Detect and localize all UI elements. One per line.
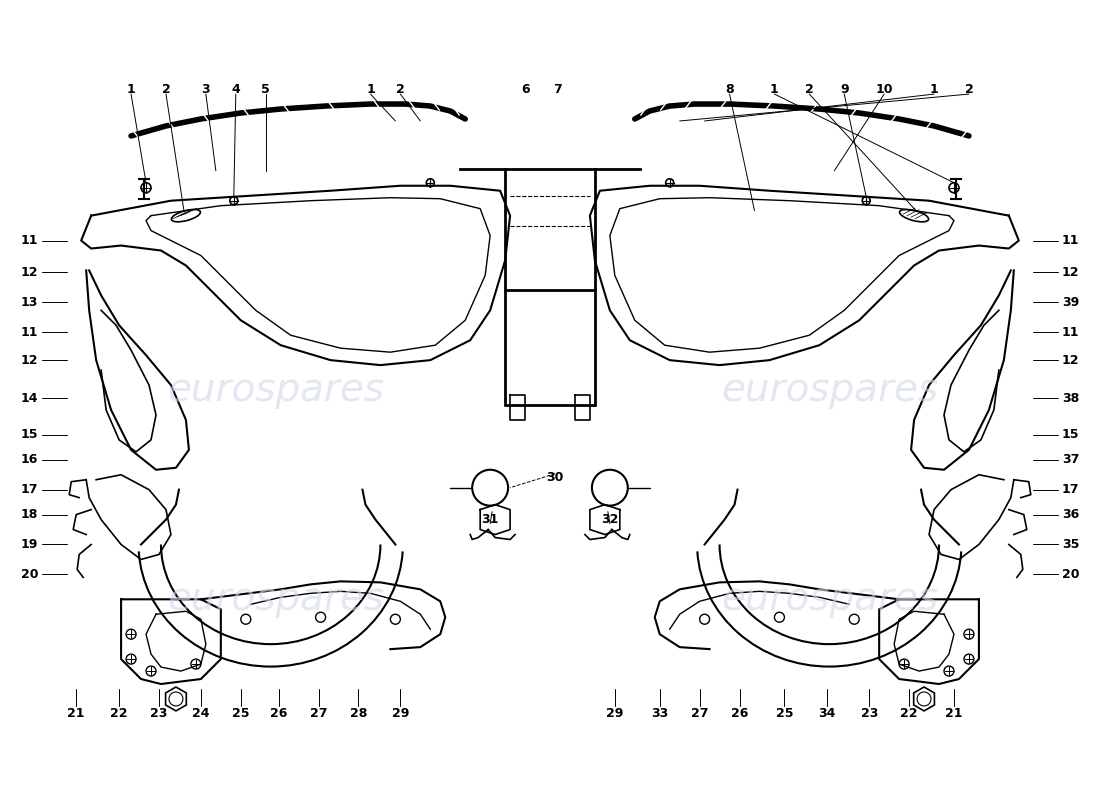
Circle shape bbox=[126, 630, 136, 639]
Text: 7: 7 bbox=[553, 82, 562, 95]
Text: 11: 11 bbox=[1062, 234, 1079, 247]
Text: 6: 6 bbox=[520, 82, 529, 95]
Text: 27: 27 bbox=[691, 707, 708, 721]
Text: 20: 20 bbox=[21, 568, 38, 581]
Text: 4: 4 bbox=[231, 82, 240, 95]
Text: 11: 11 bbox=[21, 326, 38, 338]
Text: 28: 28 bbox=[350, 707, 367, 721]
Circle shape bbox=[899, 659, 909, 669]
Text: 25: 25 bbox=[776, 707, 793, 721]
Text: 34: 34 bbox=[818, 707, 836, 721]
Text: 2: 2 bbox=[396, 82, 405, 95]
Text: 32: 32 bbox=[602, 513, 618, 526]
Text: 2: 2 bbox=[965, 82, 974, 95]
Text: 1: 1 bbox=[770, 82, 779, 95]
Text: 14: 14 bbox=[21, 391, 38, 405]
Circle shape bbox=[964, 654, 974, 664]
Text: 29: 29 bbox=[392, 707, 409, 721]
Text: 22: 22 bbox=[110, 707, 128, 721]
Text: 26: 26 bbox=[730, 707, 748, 721]
Text: 12: 12 bbox=[21, 354, 38, 366]
Text: 18: 18 bbox=[21, 508, 38, 521]
Text: 21: 21 bbox=[945, 707, 962, 721]
Text: 3: 3 bbox=[201, 82, 210, 95]
Text: 39: 39 bbox=[1063, 296, 1079, 309]
Circle shape bbox=[316, 612, 326, 622]
Text: 8: 8 bbox=[725, 82, 734, 95]
Circle shape bbox=[700, 614, 710, 624]
Text: 29: 29 bbox=[606, 707, 624, 721]
Text: 30: 30 bbox=[547, 471, 563, 484]
Text: 19: 19 bbox=[21, 538, 38, 551]
Circle shape bbox=[944, 666, 954, 676]
Text: 36: 36 bbox=[1063, 508, 1079, 521]
Text: 37: 37 bbox=[1062, 454, 1079, 466]
Text: 20: 20 bbox=[1062, 568, 1079, 581]
Text: 17: 17 bbox=[21, 483, 38, 496]
Text: 23: 23 bbox=[151, 707, 167, 721]
Text: 11: 11 bbox=[1062, 326, 1079, 338]
Text: 16: 16 bbox=[21, 454, 38, 466]
Text: 25: 25 bbox=[232, 707, 250, 721]
Text: eurospares: eurospares bbox=[720, 580, 938, 618]
Text: 17: 17 bbox=[1062, 483, 1079, 496]
Text: 9: 9 bbox=[840, 82, 848, 95]
Circle shape bbox=[964, 630, 974, 639]
Text: 12: 12 bbox=[21, 266, 38, 279]
Text: 38: 38 bbox=[1063, 391, 1079, 405]
Text: 15: 15 bbox=[1062, 428, 1079, 442]
Circle shape bbox=[774, 612, 784, 622]
Text: 15: 15 bbox=[21, 428, 38, 442]
Text: 5: 5 bbox=[262, 82, 271, 95]
Text: 2: 2 bbox=[162, 82, 170, 95]
Text: 22: 22 bbox=[900, 707, 917, 721]
Circle shape bbox=[126, 654, 136, 664]
Text: 35: 35 bbox=[1062, 538, 1079, 551]
Text: 11: 11 bbox=[21, 234, 38, 247]
Text: 26: 26 bbox=[270, 707, 287, 721]
Circle shape bbox=[849, 614, 859, 624]
Text: 12: 12 bbox=[1062, 354, 1079, 366]
Text: 10: 10 bbox=[876, 82, 893, 95]
Text: eurospares: eurospares bbox=[167, 371, 384, 409]
Text: 1: 1 bbox=[366, 82, 375, 95]
Text: 27: 27 bbox=[310, 707, 328, 721]
Text: 21: 21 bbox=[67, 707, 85, 721]
Text: 23: 23 bbox=[860, 707, 878, 721]
Text: eurospares: eurospares bbox=[167, 580, 384, 618]
Circle shape bbox=[390, 614, 400, 624]
Text: 12: 12 bbox=[1062, 266, 1079, 279]
Text: 2: 2 bbox=[805, 82, 814, 95]
Circle shape bbox=[146, 666, 156, 676]
Text: 13: 13 bbox=[21, 296, 38, 309]
Text: 33: 33 bbox=[651, 707, 669, 721]
Circle shape bbox=[191, 659, 201, 669]
Text: 24: 24 bbox=[192, 707, 210, 721]
Circle shape bbox=[241, 614, 251, 624]
Text: eurospares: eurospares bbox=[720, 371, 938, 409]
Text: 1: 1 bbox=[930, 82, 938, 95]
Text: 31: 31 bbox=[482, 513, 498, 526]
Text: 1: 1 bbox=[126, 82, 135, 95]
